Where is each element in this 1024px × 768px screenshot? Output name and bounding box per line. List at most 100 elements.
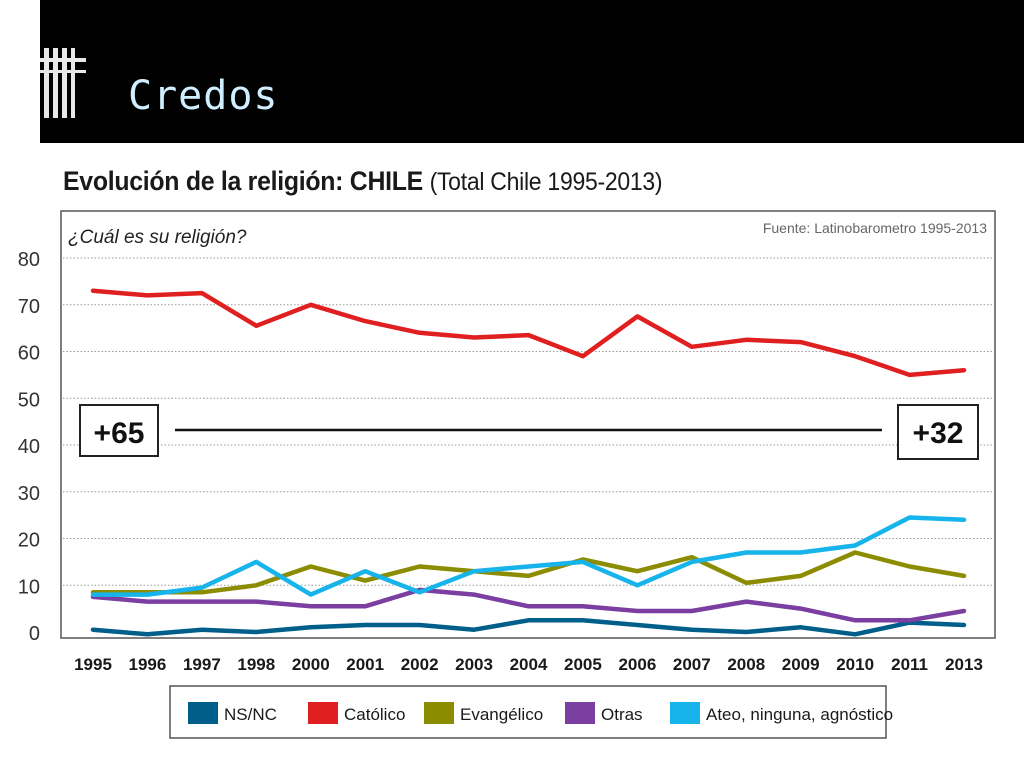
data-point [527, 574, 530, 578]
legend-swatch [308, 702, 338, 724]
data-point [527, 565, 530, 569]
data-point [581, 354, 585, 358]
y-tick-label: 70 [18, 296, 40, 318]
data-point [799, 340, 803, 344]
data-point [254, 583, 258, 587]
data-point [363, 604, 367, 608]
data-point [962, 518, 966, 522]
data-point [200, 586, 204, 590]
data-point [363, 569, 367, 573]
data-point [309, 593, 313, 597]
x-tick-label: 2008 [727, 655, 765, 674]
data-point [799, 625, 803, 629]
data-point [363, 319, 367, 323]
data-point [472, 628, 476, 632]
y-tick-label: 80 [18, 249, 40, 271]
data-point [527, 618, 530, 622]
grid-lines [63, 257, 993, 586]
x-tick-label: 1996 [129, 655, 167, 674]
data-point [472, 569, 476, 573]
data-point [853, 354, 857, 358]
x-axis: 1995 1996 1997 1998 2000 2001 2002 2003 2004 2005… [74, 655, 983, 674]
x-tick-label: 2009 [782, 655, 820, 674]
data-point [363, 579, 367, 583]
data-point [690, 555, 694, 559]
data-point [799, 607, 803, 611]
data-point [309, 604, 313, 608]
y-axis: 0 10 20 30 40 50 60 70 80 [18, 249, 40, 645]
data-point [962, 609, 966, 613]
data-point [472, 593, 476, 597]
x-tick-label: 2003 [455, 655, 493, 674]
y-tick-label: 40 [18, 436, 40, 458]
data-point [744, 581, 748, 585]
x-tick-label: 1998 [237, 655, 275, 674]
data-point [145, 293, 149, 297]
legend-label: Católico [344, 705, 405, 724]
data-point [91, 628, 95, 632]
series-lines [90, 288, 967, 637]
annotation-start-box [79, 404, 159, 457]
data-point [908, 515, 912, 519]
data-point [418, 590, 422, 594]
data-point [635, 623, 639, 627]
data-point [418, 623, 422, 627]
x-tick-label: 2005 [564, 655, 602, 674]
annotation-start-label: +65 [94, 417, 145, 450]
data-point [581, 618, 585, 622]
x-tick-label: 2002 [401, 655, 439, 674]
y-tick-label: 0 [29, 623, 40, 645]
data-point [853, 544, 857, 548]
data-point [690, 609, 694, 613]
data-point [744, 551, 748, 555]
data-point [418, 331, 422, 335]
x-tick-label: 1995 [74, 655, 112, 674]
data-point [527, 333, 530, 337]
data-point [145, 600, 149, 604]
data-point [254, 630, 258, 634]
data-point [744, 630, 748, 634]
data-point [908, 373, 912, 377]
data-point [635, 583, 639, 587]
annotation-end-label: +32 [913, 417, 964, 450]
y-tick-label: 20 [18, 530, 40, 552]
data-point [908, 565, 912, 569]
data-point [91, 593, 95, 597]
slide-title: Credos [128, 73, 279, 119]
data-point [309, 303, 313, 307]
legend-swatch [670, 702, 700, 724]
data-point [200, 600, 204, 604]
data-point [91, 289, 95, 293]
annotation: +65 +32 [79, 404, 979, 460]
chart-title: Evolución de la religión: CHILE (Total C… [63, 166, 663, 197]
x-tick-label: 2006 [618, 655, 656, 674]
data-point [744, 338, 748, 342]
x-tick-label: 2000 [292, 655, 330, 674]
chart-subtitle: (Total Chile 1995-2013) [429, 168, 663, 196]
data-point [690, 560, 694, 564]
data-point [799, 574, 803, 578]
data-point [200, 291, 204, 295]
data-point [853, 632, 857, 636]
legend-label: NS/NC [224, 705, 277, 724]
x-tick-label: 2007 [673, 655, 711, 674]
y-tick-label: 10 [18, 576, 40, 598]
legend-label: Otras [601, 705, 643, 724]
data-point [744, 600, 748, 604]
x-tick-label: 2010 [836, 655, 874, 674]
chart-title-main: Evolución de la religión: CHILE [63, 166, 423, 196]
data-point [962, 368, 966, 372]
header-decoration-icon [40, 48, 86, 118]
data-point [853, 618, 857, 622]
data-point [254, 600, 258, 604]
data-point [799, 551, 803, 555]
annotation-end-box [897, 404, 979, 460]
data-point [472, 335, 476, 339]
data-point [635, 609, 639, 613]
chart-source: Fuente: Latinobarometro 1995-2013 [763, 220, 987, 236]
data-point [200, 628, 204, 632]
legend-swatch [424, 702, 454, 724]
data-point [635, 314, 639, 318]
data-point [418, 565, 422, 569]
legend-item: NS/NC [188, 702, 277, 724]
